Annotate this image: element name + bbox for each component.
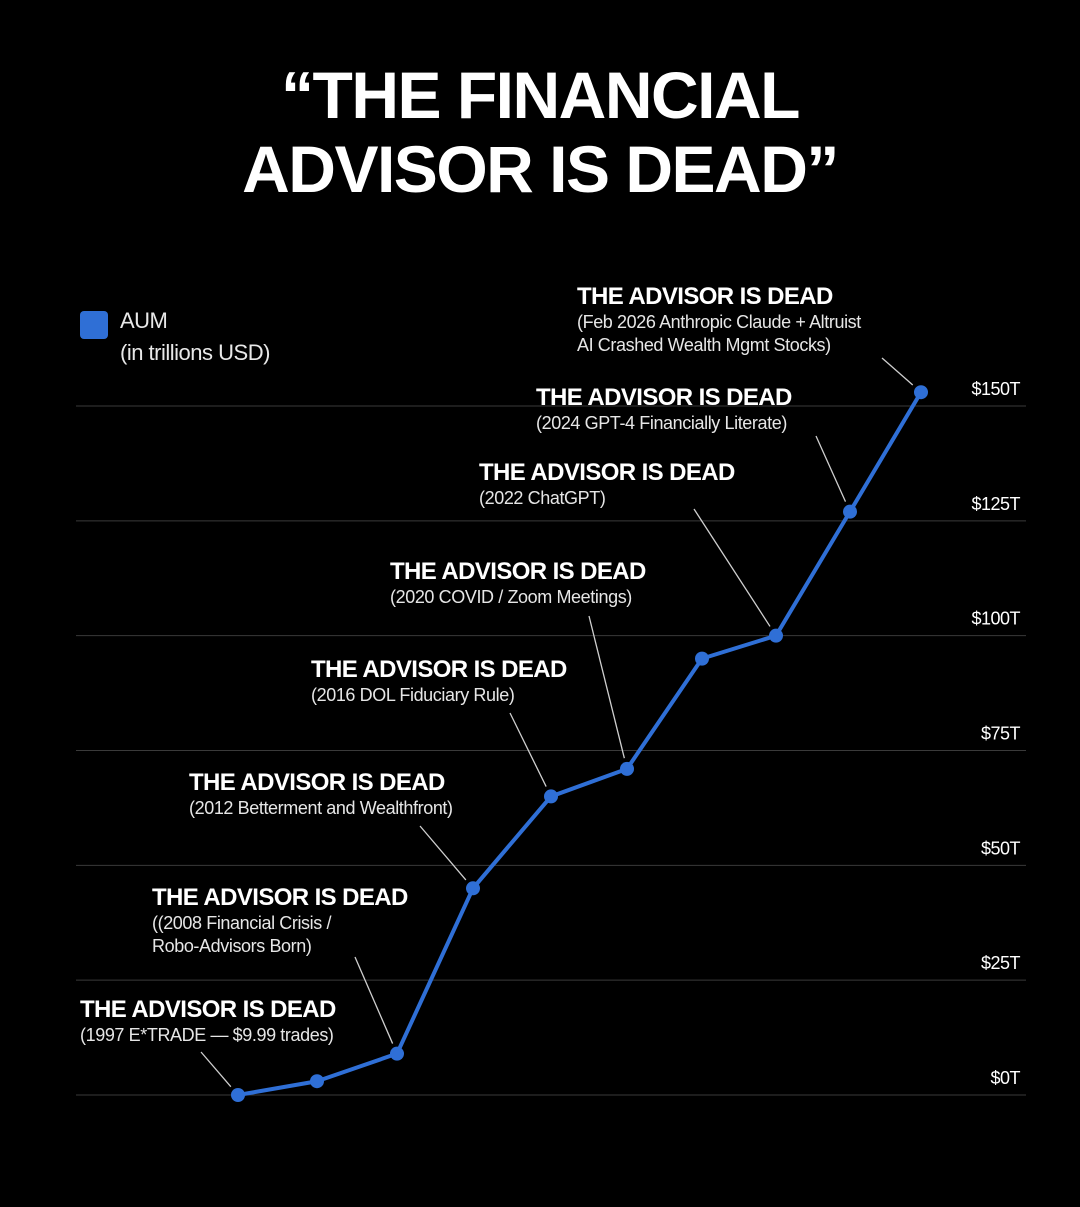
annotation: THE ADVISOR IS DEAD(2020 COVID / Zoom Me… [390,558,647,607]
annotation-leader-line [588,615,625,759]
annotation: THE ADVISOR IS DEAD(2024 GPT-4 Financial… [536,384,793,433]
y-axis-ticks: $0T $25T $50T $75T $100T $125T $150T [971,379,1021,1088]
annotation-leader-line [419,825,467,881]
data-point [769,628,783,643]
gridlines [76,405,1026,1096]
data-point [843,504,857,519]
annotation-heading: THE ADVISOR IS DEAD [479,459,735,486]
annotation: THE ADVISOR IS DEAD(2022 ChatGPT) [479,459,736,508]
series-line-layer [236,390,923,1097]
annotation: THE ADVISOR IS DEAD(Feb 2026 Anthropic C… [577,283,862,355]
annotations: THE ADVISOR IS DEAD(1997 E*TRADE — $9.99… [80,283,862,1045]
annotation-heading: THE ADVISOR IS DEAD [152,884,408,911]
annotation-leader-line [354,956,394,1044]
annotation-detail: (2020 COVID / Zoom Meetings) [390,587,632,607]
data-point [620,761,634,776]
y-tick-label: $125T [971,494,1020,514]
annotation: THE ADVISOR IS DEAD(2012 Betterment and … [189,769,453,818]
y-tick-label: $150T [971,379,1020,399]
annotation-heading: THE ADVISOR IS DEAD [536,384,792,411]
annotation: THE ADVISOR IS DEAD(1997 E*TRADE — $9.99… [80,996,337,1045]
data-point [914,385,928,400]
title-line-2: ADVISOR IS DEAD” [242,132,839,206]
legend-swatch [80,311,108,339]
data-point [544,789,558,804]
legend-series-name: AUM [120,308,168,333]
annotation-detail: AI Crashed Wealth Mgmt Stocks) [577,335,831,355]
annotation-heading: THE ADVISOR IS DEAD [311,656,567,683]
annotation-detail: (2012 Betterment and Wealthfront) [189,798,453,818]
annotation-detail: (1997 E*TRADE — $9.99 trades) [80,1025,334,1045]
annotation-detail: (Feb 2026 Anthropic Claude + Altruist [577,312,861,332]
data-point [466,881,480,896]
series-points [231,385,928,1102]
y-tick-label: $50T [981,838,1021,858]
annotation-heading: THE ADVISOR IS DEAD [189,769,445,796]
annotation-detail: (2024 GPT-4 Financially Literate) [536,413,787,433]
annotation-detail: (2016 DOL Fiduciary Rule) [311,685,514,705]
annotation-leaders [200,357,914,1088]
annotation-leader-line [200,1051,232,1088]
annotation-detail: (2022 ChatGPT) [479,488,605,508]
y-tick-label: $0T [990,1068,1020,1088]
annotation: THE ADVISOR IS DEAD(2016 DOL Fiduciary R… [311,656,568,705]
series-line-aum [236,390,923,1097]
legend-series-unit: (in trillions USD) [120,340,270,365]
data-point [231,1088,245,1102]
annotation-heading: THE ADVISOR IS DEAD [80,996,336,1023]
data-point [390,1046,404,1061]
annotation-heading: THE ADVISOR IS DEAD [390,558,646,585]
data-point [310,1074,324,1089]
annotation-detail: Robo-Advisors Born) [152,936,311,956]
page-title: “THE FINANCIAL ADVISOR IS DEAD” [0,58,1080,206]
annotation: THE ADVISOR IS DEAD((2008 Financial Cris… [152,884,409,956]
annotation-heading: THE ADVISOR IS DEAD [577,283,833,310]
annotation-leader-line [509,712,547,787]
data-point [695,651,709,666]
annotation-detail: ((2008 Financial Crisis / [152,913,331,933]
y-tick-label: $100T [971,609,1020,629]
title-line-1: “THE FINANCIAL [281,58,800,132]
y-tick-label: $25T [981,953,1021,973]
annotation-leader-line [693,508,771,627]
annotation-leader-line [815,435,847,502]
annotation-leader-line [881,357,914,386]
y-tick-label: $75T [981,724,1021,744]
